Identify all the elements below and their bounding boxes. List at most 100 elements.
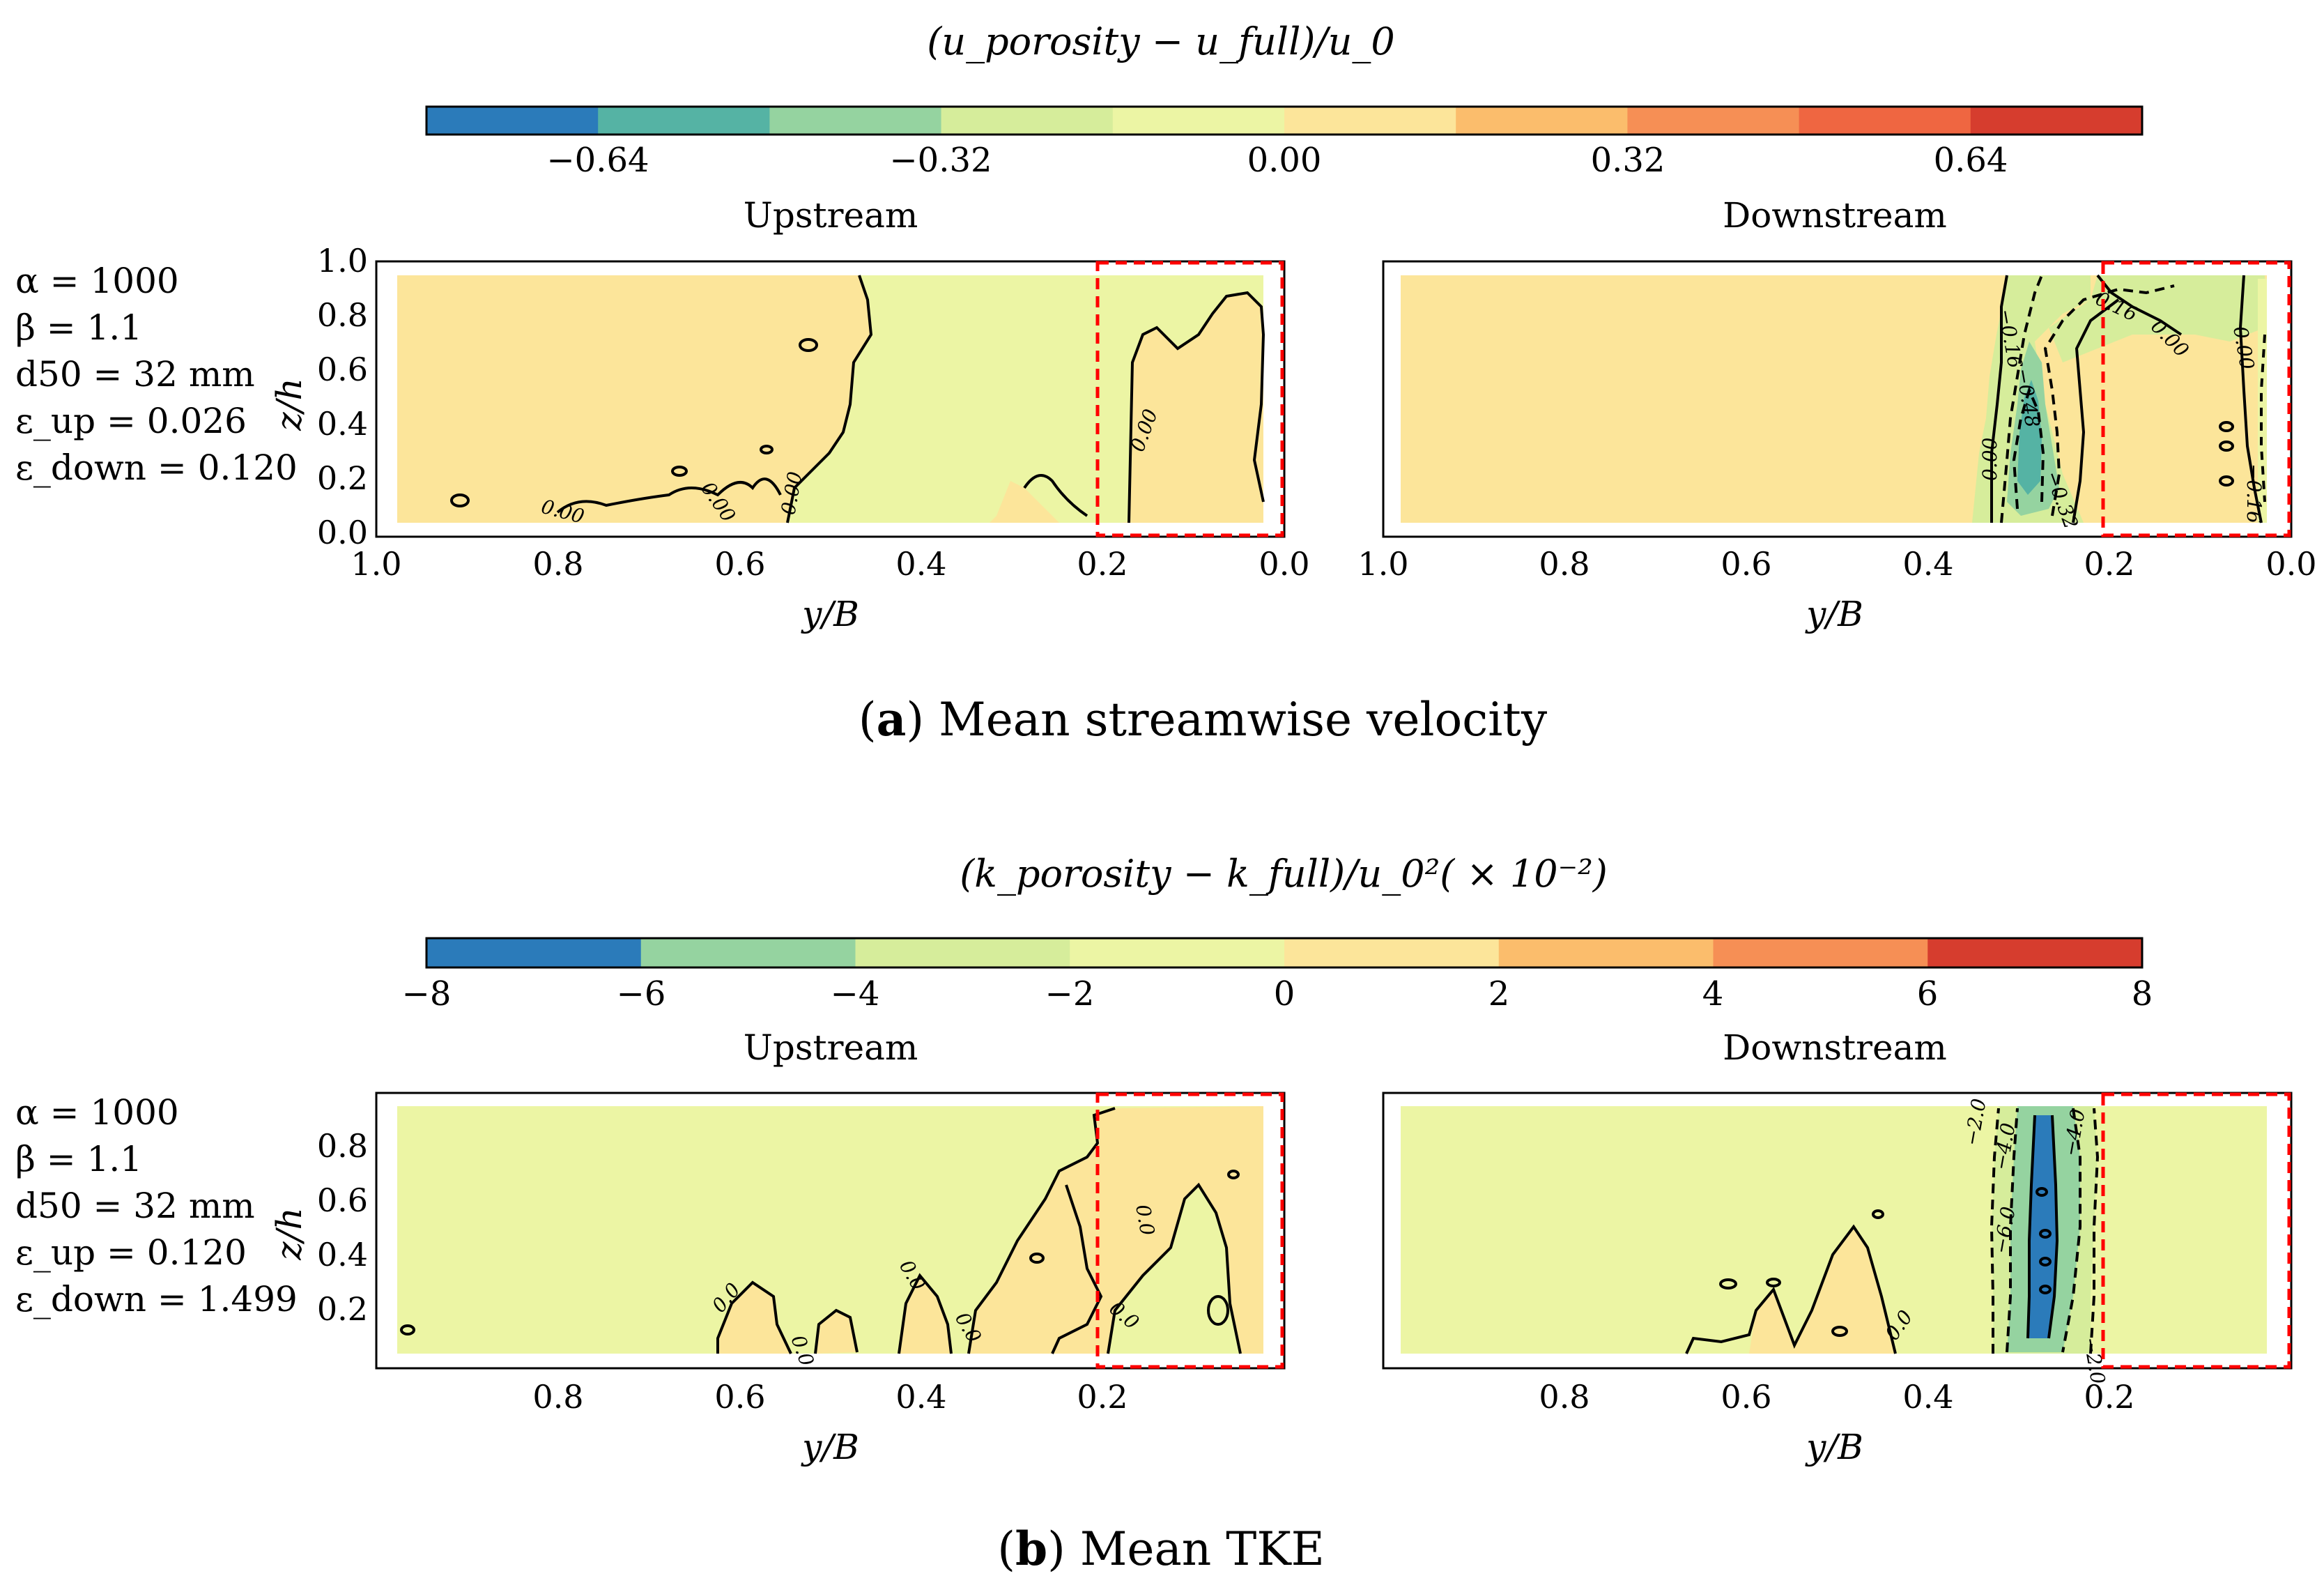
contours-b-down — [1685, 1108, 2100, 1354]
panel-b-params: α = 1000 β = 1.1 d50 = 32 mm ε_up = 0.12… — [15, 1092, 298, 1319]
cbar-b-segment-0 — [426, 938, 642, 967]
svg-text:−0.16: −0.16 — [2242, 464, 2265, 523]
region-b-down-core — [2028, 1115, 2057, 1338]
panel-b-right-title: Downstream — [1723, 1027, 1947, 1068]
colorbar-b-ticks: −8 −6 −4 −2 0 2 4 6 8 — [402, 974, 2153, 1013]
colorbar-a-title: (u_porosity − u_full)/u_0 — [927, 20, 1395, 63]
x-ticks-b-up: 0.8 0.6 0.4 0.2 — [532, 1378, 1128, 1416]
plot-b-upstream: 0.0 0.0 0.0 0.0 0.0 0.0 0.8 0.6 0.4 0.2 … — [269, 1092, 1286, 1467]
svg-text:0.6: 0.6 — [317, 351, 368, 388]
param-eps-up: ε_up = 0.026 — [15, 401, 247, 441]
caption-a-text: Mean streamwise velocity — [924, 693, 1548, 747]
cbar-b-tick: 8 — [2132, 974, 2153, 1013]
svg-text:0.4: 0.4 — [895, 545, 946, 583]
cbar-b-tick: 2 — [1488, 974, 1510, 1013]
svg-text:0.2: 0.2 — [317, 459, 368, 497]
param-beta: β = 1.1 — [15, 307, 142, 348]
panel-a-left-title: Upstream — [744, 195, 918, 236]
param-eps-up: ε_up = 0.120 — [15, 1232, 247, 1273]
x-label-a-down: y/B — [1805, 594, 1863, 634]
cbar-b-tick: 0 — [1274, 974, 1295, 1013]
param-alpha: α = 1000 — [15, 1092, 179, 1133]
cbar-a-tick: 0.00 — [1247, 141, 1322, 180]
plot-b-downstream: −2.0 −4.0 −4.0 −6.0 0.0 −2.0 0.8 0.6 0.4… — [1382, 1092, 2293, 1467]
colorbar-a-ticks: −0.64 −0.32 0.00 0.32 0.64 — [546, 141, 2008, 180]
svg-text:0.2: 0.2 — [2084, 545, 2134, 583]
svg-text:0.2: 0.2 — [317, 1290, 368, 1328]
contours-a-down — [1990, 274, 2266, 523]
y-label-b: z/h — [269, 1207, 309, 1260]
svg-text:1.0: 1.0 — [351, 545, 401, 583]
cbar-a-segment-2 — [769, 107, 942, 135]
x-ticks-b-down: 0.8 0.6 0.4 0.2 — [1539, 1378, 2134, 1416]
plot-a-upstream: 0.00 0.00 0.00 0.00 1.0 0.8 0.6 0.4 0.2 … — [269, 242, 1310, 634]
panel-a-params: α = 1000 β = 1.1 d50 = 32 mm ε_up = 0.02… — [15, 261, 298, 488]
param-beta: β = 1.1 — [15, 1139, 142, 1179]
svg-text:0.4: 0.4 — [317, 405, 368, 443]
cbar-a-segment-9 — [1970, 107, 2143, 135]
x-label-b-down: y/B — [1805, 1427, 1863, 1467]
cbar-b-segment-3 — [1070, 938, 1285, 967]
region-b-up-pos2 — [815, 1310, 857, 1354]
cbar-b-segment-4 — [1284, 938, 1500, 967]
colorbar-b — [426, 938, 2143, 967]
cbar-b-tick: 6 — [1917, 974, 1939, 1013]
caption-b-text: Mean TKE — [1065, 1522, 1325, 1576]
cbar-a-segment-8 — [1799, 107, 1971, 135]
cbar-b-segment-7 — [1927, 938, 2143, 967]
cbar-a-tick: −0.32 — [889, 141, 992, 180]
svg-text:0.6: 0.6 — [317, 1181, 368, 1219]
cbar-a-segment-0 — [426, 107, 599, 135]
cbar-a-tick: 0.32 — [1591, 141, 1665, 180]
cbar-b-tick: −8 — [402, 974, 452, 1013]
svg-text:0.8: 0.8 — [317, 296, 368, 334]
svg-text:0.2: 0.2 — [1077, 545, 1128, 583]
colorbar-a — [426, 107, 2143, 135]
cbar-a-tick: −0.64 — [546, 141, 649, 180]
svg-text:0.4: 0.4 — [895, 1378, 946, 1416]
svg-text:0.6: 0.6 — [1721, 545, 1771, 583]
svg-text:0.2: 0.2 — [1077, 1378, 1128, 1416]
cbar-a-segment-5 — [1284, 107, 1456, 135]
region-b-down-pos — [1749, 1227, 1895, 1354]
panel-a-right-title: Downstream — [1723, 195, 1947, 236]
contours-a-up — [450, 275, 1265, 523]
porous-zone-box — [1095, 261, 1284, 537]
caption-b: (b) Mean TKE — [997, 1522, 1325, 1576]
cbar-a-tick: 0.64 — [1934, 141, 2008, 180]
cbar-b-tick: −6 — [617, 974, 666, 1013]
x-label-a-up: y/B — [801, 594, 859, 634]
region-b-up-pos3 — [899, 1276, 951, 1354]
cbar-b-tick: 4 — [1702, 974, 1724, 1013]
x-ticks-a-up: 1.0 0.8 0.6 0.4 0.2 0.0 — [351, 545, 1309, 583]
svg-text:1.0: 1.0 — [1357, 545, 1408, 583]
region-a-up-pos-right — [1129, 293, 1263, 523]
caption-a: (a) Mean streamwise velocity — [859, 692, 1548, 747]
cbar-b-segment-2 — [855, 938, 1070, 967]
svg-text:0.6: 0.6 — [1721, 1378, 1771, 1416]
param-alpha: α = 1000 — [15, 261, 179, 301]
porous-zone-box — [2101, 1092, 2291, 1369]
region-a-down-ppk — [2007, 275, 2265, 362]
y-ticks-b-up: 0.8 0.6 0.4 0.2 — [317, 1127, 368, 1328]
svg-text:0.00: 0.00 — [1978, 438, 2001, 481]
caption-a-letter: a — [877, 692, 907, 747]
svg-text:0.8: 0.8 — [1539, 1378, 1590, 1416]
param-eps-down: ε_down = 0.120 — [15, 447, 298, 488]
cbar-a-segment-6 — [1456, 107, 1628, 135]
svg-text:0.8: 0.8 — [532, 1378, 583, 1416]
cbar-a-segment-7 — [1627, 107, 1800, 135]
colorbar-b-title: (k_porosity − k_full)/u_0²( × 10⁻²) — [960, 852, 1608, 896]
svg-text:0.8: 0.8 — [532, 545, 583, 583]
svg-text:0.8: 0.8 — [317, 1127, 368, 1165]
panel-b-left-title: Upstream — [744, 1027, 918, 1068]
cbar-b-tick: −2 — [1045, 974, 1095, 1013]
caption-b-letter: b — [1015, 1522, 1047, 1576]
svg-text:0.4: 0.4 — [1902, 545, 1953, 583]
cbar-b-segment-1 — [640, 938, 856, 967]
cbar-b-segment-6 — [1713, 938, 1928, 967]
porous-zone-box — [1095, 1092, 1284, 1369]
y-ticks-a-up: 1.0 0.8 0.6 0.4 0.2 0.0 — [317, 242, 368, 551]
param-d50: d50 = 32 mm — [15, 354, 255, 395]
